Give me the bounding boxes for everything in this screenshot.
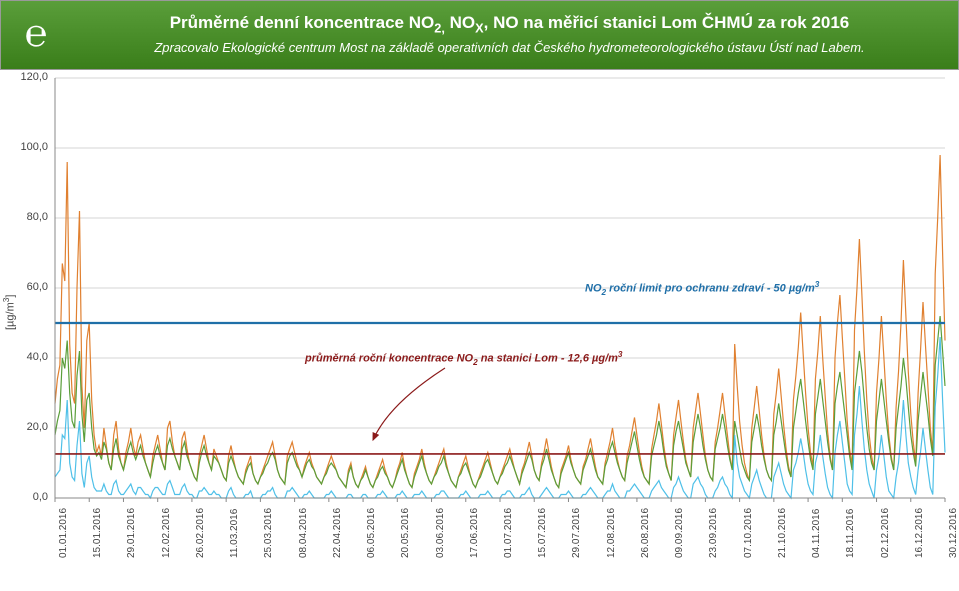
x-tick: 30.12.2016 [948, 508, 959, 558]
series-NOx [55, 155, 945, 488]
x-tick: 12.02.2016 [161, 508, 172, 558]
x-tick: 04.11.2016 [811, 509, 822, 558]
x-tick: 15.07.2016 [537, 508, 548, 558]
x-tick: 26.08.2016 [640, 508, 651, 558]
x-tick: 09.09.2016 [674, 508, 685, 558]
y-tick: 0,0 [8, 491, 48, 503]
x-tick: 21.10.2016 [777, 508, 788, 558]
y-tick: 20,0 [8, 421, 48, 433]
chart-svg [0, 70, 959, 581]
x-tick: 06.05.2016 [366, 508, 377, 558]
x-tick: 08.04.2016 [298, 508, 309, 558]
x-tick: 01.07.2016 [503, 508, 514, 558]
x-tick: 29.07.2016 [571, 508, 582, 558]
header-text: Průměrné denní koncentrace NO2, NOX, NO … [71, 13, 948, 54]
x-tick: 12.08.2016 [606, 508, 617, 558]
series-NO2 [55, 316, 945, 488]
x-tick: 18.11.2016 [845, 509, 856, 558]
logo: ℮ [11, 9, 61, 59]
chart-title: Průměrné denní koncentrace NO2, NOX, NO … [71, 13, 948, 35]
limit-annotation: NO2 roční limit pro ochranu zdraví - 50 … [585, 280, 819, 297]
x-tick: 07.10.2016 [743, 508, 754, 558]
chart-subtitle: Zpracovalo Ekologické centrum Most na zá… [71, 40, 948, 55]
y-tick: 80,0 [8, 211, 48, 223]
y-tick: 60,0 [8, 281, 48, 293]
y-tick: 40,0 [8, 351, 48, 363]
chart-area: [µg/m3] 0,0 20,0 40,0 60,0 80,0 100,0 120,0 01… [0, 70, 959, 581]
x-tick: 26.02.2016 [195, 508, 206, 558]
x-tick: 15.01.2016 [92, 508, 103, 558]
y-tick: 120,0 [8, 71, 48, 83]
x-tick: 02.12.2016 [880, 508, 891, 558]
x-tick: 01.01.2016 [58, 508, 69, 558]
x-tick: 17.06.2016 [469, 508, 480, 558]
x-tick: 11.03.2016 [229, 509, 240, 558]
x-tick: 29.01.2016 [126, 508, 137, 558]
x-tick: 16.12.2016 [914, 508, 925, 558]
x-tick: 25.03.2016 [263, 508, 274, 558]
x-tick: 03.06.2016 [435, 508, 446, 558]
x-tick: 22.04.2016 [332, 508, 343, 558]
x-tick: 23.09.2016 [708, 508, 719, 558]
header-bar: ℮ Průměrné denní koncentrace NO2, NOX, N… [0, 0, 959, 70]
y-tick: 100,0 [8, 141, 48, 153]
avg-arrow [373, 368, 445, 440]
y-axis-label: [µg/m3] [2, 295, 17, 330]
x-tick: 20.05.2016 [400, 508, 411, 558]
average-annotation: průměrná roční koncentrace NO2 na stanic… [305, 350, 623, 367]
